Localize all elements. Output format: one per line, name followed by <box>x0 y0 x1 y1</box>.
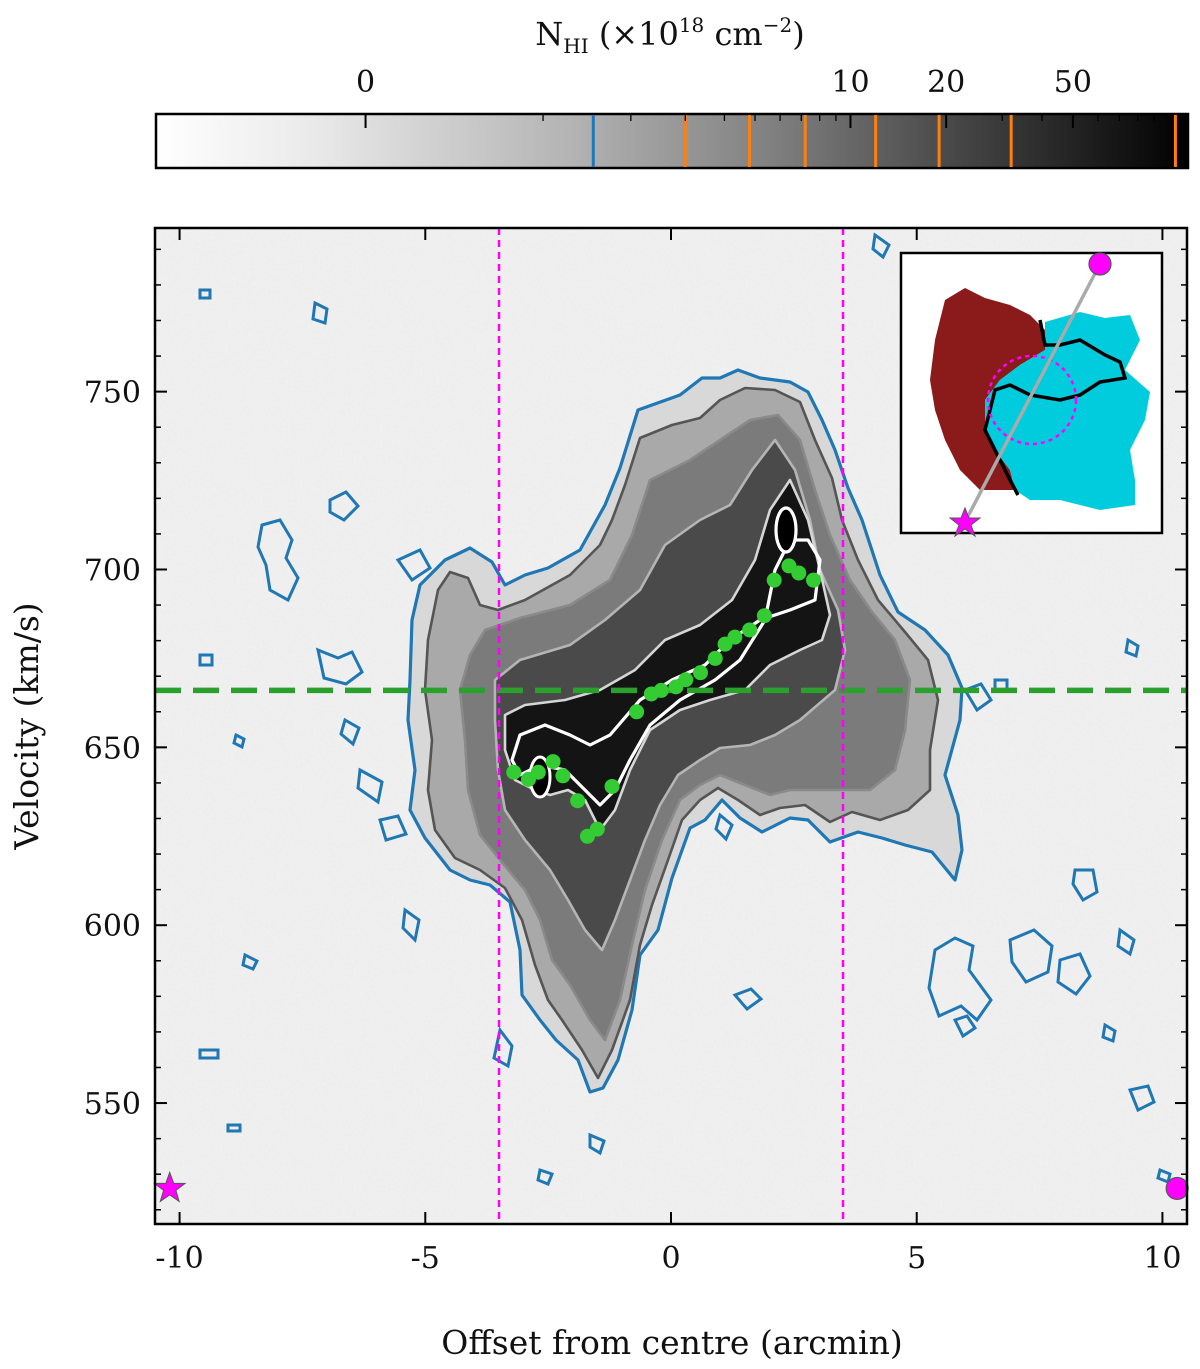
rotation-point <box>530 764 546 780</box>
colorbar-title-main: N <box>535 15 563 53</box>
endpoint-circle-marker <box>1165 1176 1189 1201</box>
colorbar-title-cm-exp: −2 <box>763 13 792 37</box>
inset-zero-velocity-contour <box>983 319 1128 496</box>
plot-area: -10 -5 0 5 10 550 600 650 700 750 Offset from ce… <box>7 226 1189 1362</box>
inset-receding-region <box>930 288 1045 490</box>
colorbar-title-exp: 18 <box>679 13 704 37</box>
endpoint-star-marker <box>153 1170 187 1203</box>
rotation-point <box>692 665 708 681</box>
y-tick-label: 750 <box>84 376 141 411</box>
x-tick-label: 10 <box>1143 1241 1181 1276</box>
colorbar-title: NHI (×1018 cm−2) <box>535 13 804 58</box>
colorbar-title-unit: (×10 <box>599 15 679 53</box>
rotation-point <box>756 608 772 624</box>
y-tick-label: 600 <box>84 909 141 944</box>
rotation-point <box>629 704 645 720</box>
rotation-point <box>589 821 605 837</box>
colorbar: NHI (×1018 cm−2) 0 10 20 50 <box>154 13 1190 170</box>
rotation-point <box>742 622 758 638</box>
inset-approaching-region <box>985 312 1150 510</box>
rotation-curve-points <box>506 558 822 844</box>
rotation-point <box>506 764 522 780</box>
colorbar-tick-label: 10 <box>831 65 869 100</box>
rotation-point <box>555 768 571 784</box>
colorbar-gradient <box>154 112 1190 170</box>
rotation-point <box>653 682 669 698</box>
colorbar-title-sub: HI <box>563 34 588 58</box>
rotation-point <box>604 778 620 794</box>
x-tick-label: 0 <box>661 1241 680 1276</box>
emission-contour-white <box>510 538 822 807</box>
y-tick-label: 700 <box>84 553 141 588</box>
colorbar-tick-label: 50 <box>1054 65 1092 100</box>
noise-contours <box>198 232 1172 1186</box>
velocity-field-inset <box>899 251 1164 538</box>
inset-aperture-ellipse <box>986 354 1078 446</box>
colorbar-contour-marks <box>591 115 1177 167</box>
x-tick-label: 5 <box>907 1241 926 1276</box>
inset-slit-line <box>963 263 1102 523</box>
rotation-point <box>678 672 694 688</box>
y-axis-ticks: 550 600 650 700 750 <box>84 248 1187 1211</box>
aperture-lines <box>497 228 845 1224</box>
x-axis-ticks: -10 -5 0 5 10 <box>155 228 1182 1276</box>
rotation-point <box>570 793 586 809</box>
rotation-point <box>545 754 561 770</box>
rotation-point <box>806 572 822 588</box>
rotation-point <box>766 572 782 588</box>
colorbar-ticks: 0 10 20 50 <box>356 65 1155 128</box>
inset-slit-end-circle <box>1088 252 1112 276</box>
rotation-point <box>707 650 723 666</box>
colorbar-tick-label: 20 <box>927 65 965 100</box>
colorbar-title-close: ) <box>792 15 804 53</box>
colorbar-tick-label: 0 <box>356 65 375 100</box>
y-tick-label: 650 <box>84 731 141 766</box>
x-axis-label: Offset from centre (arcmin) <box>441 1323 902 1362</box>
y-tick-label: 550 <box>84 1087 141 1122</box>
x-tick-label: -10 <box>155 1241 203 1276</box>
colorbar-title-cm: cm <box>704 15 762 53</box>
rotation-point <box>727 629 743 645</box>
emission-peak-contour <box>774 506 798 554</box>
x-tick-label: -5 <box>411 1241 440 1276</box>
y-axis-label: Velocity (km/s) <box>7 602 46 850</box>
rotation-point <box>791 565 807 581</box>
inset-slit-start-star <box>948 506 982 538</box>
